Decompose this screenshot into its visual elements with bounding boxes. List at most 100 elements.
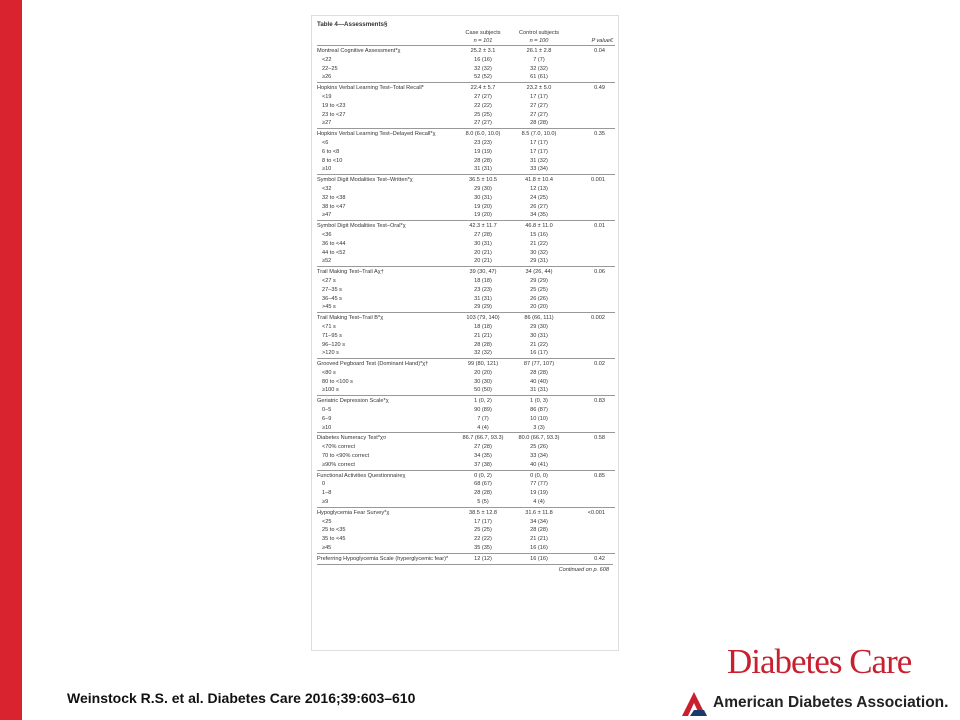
p-value: 0.58	[567, 432, 615, 444]
sub-label: 8 to <10	[322, 157, 343, 164]
section-row: Trail Making Test–Trail Aχ† 39 (30, 47) 34…	[317, 266, 615, 277]
sub-label: >45 s	[322, 304, 336, 311]
sub-row: <70% correct 27 (28) 25 (26)	[317, 443, 615, 452]
case-value: 36.5 ± 10.5	[455, 174, 511, 185]
p-value: 0.83	[567, 395, 615, 407]
case-value: 1 (0, 2)	[455, 395, 511, 407]
row-label: Symbol Digit Modalities Test–Written*χ	[317, 174, 455, 185]
sub-label: ≥10	[322, 166, 332, 173]
control-value: 33 (34)	[530, 453, 548, 460]
empty-cell	[567, 93, 615, 102]
row-label: Hopkins Verbal Learning Test–Delayed Rec…	[317, 128, 455, 139]
sub-label: 0	[322, 481, 326, 488]
control-value: 0 (0, 0)	[511, 469, 567, 481]
control-value: 8.5 (7.0, 10.0)	[511, 128, 567, 139]
case-value: 42.3 ± 11.7	[455, 220, 511, 231]
sub-label: ≥10	[322, 424, 332, 431]
table-footer: Continued on p. 608	[317, 563, 613, 575]
case-value: 18 (18)	[474, 277, 492, 284]
sub-row: ≥10 4 (4) 3 (3)	[317, 424, 615, 433]
sub-row: 80 to <100 s 30 (30) 40 (40)	[317, 378, 615, 387]
empty-cell	[567, 286, 615, 295]
empty-cell	[567, 526, 615, 535]
sub-label: 27–35 s	[322, 286, 342, 293]
case-value: 90 (89)	[474, 407, 492, 414]
sub-row: <36 27 (28) 15 (16)	[317, 231, 615, 240]
control-value: 21 (21)	[530, 536, 548, 543]
sub-label: ≥47	[322, 212, 332, 219]
section-row: Geriatric Depression Scale*χ 1 (0, 2) 1 (0…	[317, 395, 615, 407]
case-value: 20 (20)	[474, 369, 492, 376]
case-value: 99 (80, 121)	[455, 358, 511, 369]
case-value: 22 (22)	[474, 536, 492, 543]
empty-cell	[567, 111, 615, 120]
control-value: 31 (31)	[530, 387, 548, 394]
sub-label: 38 to <47	[322, 203, 346, 210]
control-value: 27 (27)	[530, 102, 548, 109]
section-row: Montreal Cognitive Assessment*χ 25.2 ± 3.…	[317, 44, 615, 56]
sub-row: 70 to <90% correct 34 (35) 33 (34)	[317, 452, 615, 461]
sub-label: 19 to <23	[322, 102, 346, 109]
empty-cell	[567, 249, 615, 258]
empty-cell	[567, 424, 615, 433]
control-value: 16 (17)	[530, 350, 548, 357]
section-row: Hypoglycemia Fear Survey*χ 38.5 ± 12.8 31.…	[317, 506, 615, 518]
sub-label: 1–8	[322, 490, 332, 497]
case-value: 28 (28)	[474, 157, 492, 164]
sub-row: ≥100 s 50 (50) 31 (31)	[317, 386, 615, 395]
control-value: 33 (34)	[530, 166, 548, 173]
p-value: <0.001	[567, 506, 615, 518]
empty-cell	[567, 323, 615, 332]
sub-row: 19 to <23 22 (22) 27 (27)	[317, 102, 615, 111]
sub-label: 44 to <52	[322, 249, 346, 256]
sub-row: <22 16 (16) 7 (7)	[317, 56, 615, 65]
sub-row: 22–25 32 (32) 32 (32)	[317, 65, 615, 74]
citation: Weinstock R.S. et al. Diabetes Care 2016…	[67, 690, 416, 706]
sub-label: <6	[322, 139, 329, 146]
control-value: 26 (26)	[530, 295, 548, 302]
p-value: 0.42	[567, 552, 615, 564]
control-value: 30 (31)	[530, 332, 548, 339]
empty-cell	[567, 277, 615, 286]
sub-row: 32 to <38 30 (31) 24 (25)	[317, 194, 615, 203]
case-value: 68 (67)	[474, 481, 492, 488]
empty-cell	[567, 157, 615, 166]
sub-label: ≥9	[322, 499, 329, 506]
sub-row: 36–45 s 31 (31) 26 (26)	[317, 295, 615, 304]
control-value: 86 (66, 111)	[511, 312, 567, 323]
control-value: 1 (0, 3)	[511, 395, 567, 407]
control-value: 30 (32)	[530, 249, 548, 256]
empty-cell	[567, 211, 615, 220]
empty-cell	[567, 257, 615, 266]
empty-cell	[567, 73, 615, 82]
case-value: 86.7 (66.7, 93.3)	[455, 432, 511, 444]
case-value: 37 (38)	[474, 461, 492, 468]
header-row: n = 101 n = 100 P value€	[317, 37, 615, 46]
empty-cell	[567, 452, 615, 461]
control-value: 21 (22)	[530, 240, 548, 247]
empty-cell	[567, 295, 615, 304]
sub-label: <71 s	[322, 323, 336, 330]
sub-label: ≥26	[322, 74, 332, 81]
p-value: 0.01	[567, 220, 615, 231]
case-value: 16 (16)	[474, 56, 492, 63]
empty-cell	[567, 119, 615, 128]
sub-row: <6 23 (23) 17 (17)	[317, 139, 615, 148]
case-value: 25 (25)	[474, 527, 492, 534]
sub-row: <71 s 18 (18) 29 (30)	[317, 323, 615, 332]
association-name: American Diabetes Association.	[713, 694, 949, 711]
p-value: 0.04	[567, 44, 615, 56]
sub-row: <80 s 20 (20) 28 (28)	[317, 369, 615, 378]
case-value: 23 (23)	[474, 286, 492, 293]
case-value: 31 (31)	[474, 166, 492, 173]
control-value: 21 (22)	[530, 341, 548, 348]
control-value: 28 (28)	[530, 120, 548, 127]
sub-label: <19	[322, 93, 332, 100]
empty-cell	[567, 203, 615, 212]
control-value: 12 (13)	[530, 185, 548, 192]
column-header: Case subjects	[465, 30, 501, 36]
sub-row: ≥27 27 (27) 28 (28)	[317, 119, 615, 128]
empty-cell	[567, 489, 615, 498]
p-value: 0.85	[567, 469, 615, 481]
case-value: 52 (52)	[474, 74, 492, 81]
